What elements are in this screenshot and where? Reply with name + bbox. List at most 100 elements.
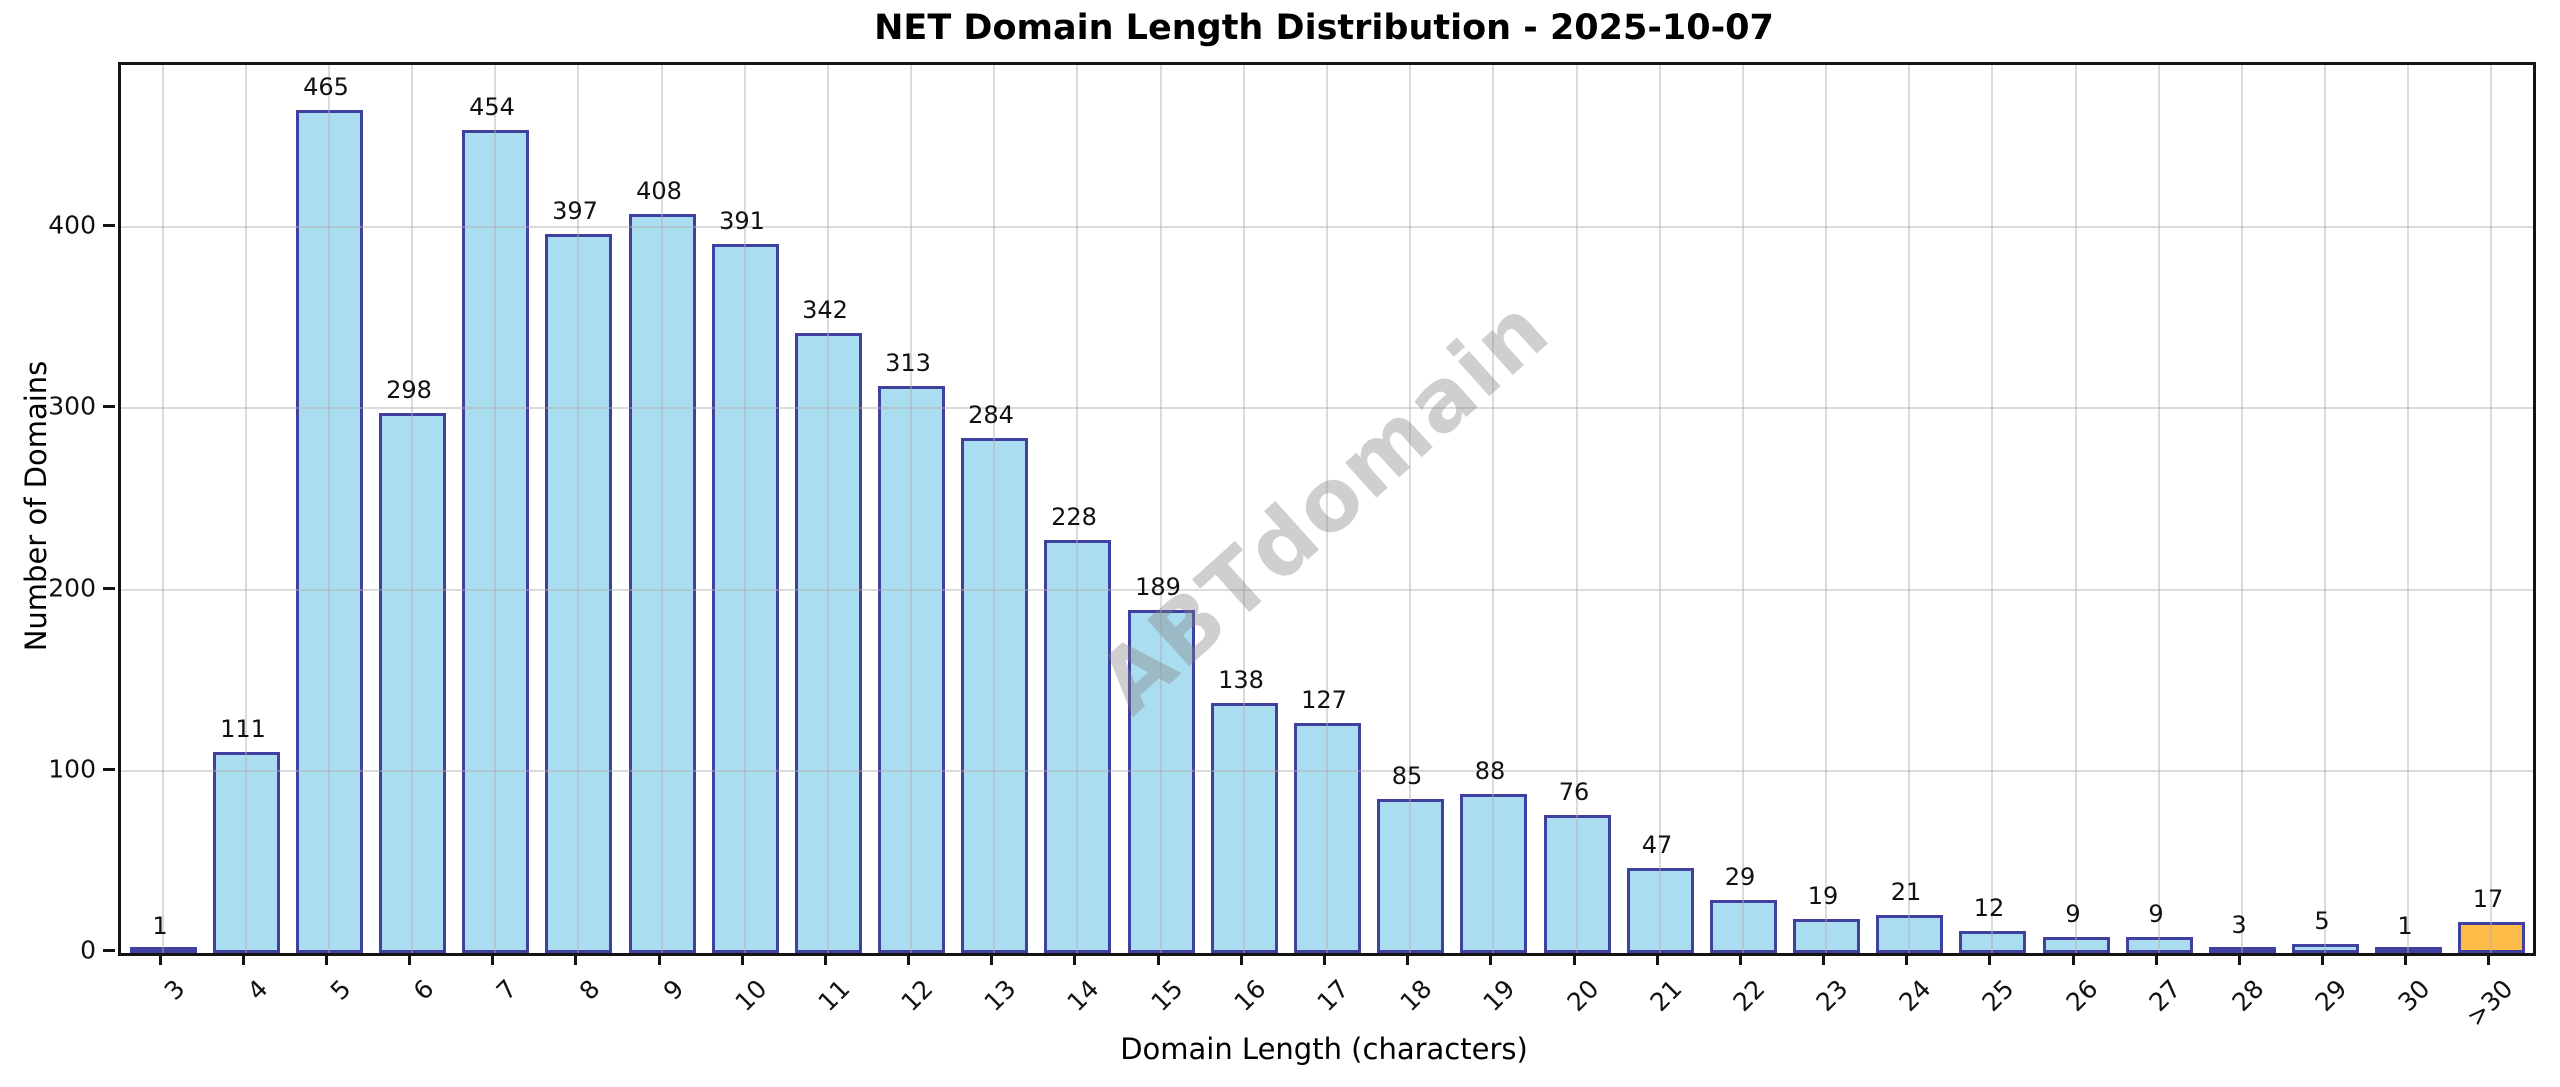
x-tick-label: 3 [158, 974, 191, 1006]
gridline-vertical [993, 65, 995, 953]
x-tick-label: 15 [1145, 974, 1189, 1018]
y-tick-label: 400 [48, 210, 96, 240]
gridline-vertical [1742, 65, 1744, 953]
x-tick-mark [907, 953, 910, 965]
x-tick-label: 5 [324, 974, 357, 1006]
gridline-vertical [1243, 65, 1245, 953]
x-tick-mark [1406, 953, 1409, 965]
x-tick-label: 18 [1394, 974, 1438, 1018]
gridline-vertical [1991, 65, 1993, 953]
gridline-vertical [245, 65, 247, 953]
bar-14 [1043, 540, 1111, 953]
bar-value-label: 397 [552, 197, 598, 225]
x-tick-mark [574, 953, 577, 965]
gridline-horizontal [121, 407, 2533, 409]
bar-value-label: 9 [2065, 900, 2081, 928]
x-tick-label: 6 [407, 974, 440, 1006]
x-tick-mark [1905, 953, 1908, 965]
bar-12 [877, 386, 945, 953]
bar-18 [1376, 799, 1444, 953]
x-tick-label: 11 [812, 974, 856, 1018]
gridline-vertical [1908, 65, 1910, 953]
gridline-vertical [411, 65, 413, 953]
x-tick-mark [2487, 953, 2490, 965]
bar-3 [129, 947, 197, 953]
bar-28 [2208, 947, 2276, 953]
gridline-vertical [2241, 65, 2243, 953]
x-tick-mark [1822, 953, 1825, 965]
x-tick-label: 24 [1893, 974, 1937, 1018]
bar-value-label: 17 [2472, 885, 2504, 913]
y-tick-mark [103, 587, 115, 590]
plot-area [118, 62, 2536, 956]
x-tick-label: 16 [1228, 974, 1272, 1018]
x-tick-mark [1157, 953, 1160, 965]
gridline-vertical [2075, 65, 2077, 953]
bar-23 [1792, 919, 1860, 953]
x-tick-mark [1073, 953, 1076, 965]
gridline-vertical [2407, 65, 2409, 953]
x-tick-mark [824, 953, 827, 965]
x-tick-mark [159, 953, 162, 965]
gridline-horizontal [121, 770, 2533, 772]
bar-21 [1626, 868, 1694, 953]
y-tick-label: 100 [48, 754, 96, 784]
x-tick-mark [408, 953, 411, 965]
x-tick-label: 17 [1311, 974, 1355, 1018]
bar-30 [2374, 947, 2442, 953]
x-tick-label: 4 [241, 974, 274, 1006]
x-tick-label: 20 [1561, 974, 1605, 1018]
bar-value-label: 189 [1135, 573, 1181, 601]
gridline-vertical [1492, 65, 1494, 953]
bar-value-label: 12 [1973, 894, 2005, 922]
x-tick-label: 25 [1976, 974, 2020, 1018]
x-tick-label: 10 [729, 974, 773, 1018]
gridline-vertical [1659, 65, 1661, 953]
gridline-vertical [1326, 65, 1328, 953]
gridline-vertical [577, 65, 579, 953]
gridline-vertical [1825, 65, 1827, 953]
gridline-vertical [1576, 65, 1578, 953]
y-tick-label: 300 [48, 391, 96, 421]
bar-value-label: 391 [719, 207, 765, 235]
bar-value-label: 111 [220, 715, 266, 743]
x-tick-mark [2155, 953, 2158, 965]
bar-value-label: 342 [802, 296, 848, 324]
bar-26 [2042, 937, 2110, 953]
x-tick-mark [1573, 953, 1576, 965]
bar-value-label: 76 [1558, 778, 1590, 806]
x-tick-label: 30 [2392, 974, 2436, 1018]
bar-value-label: 284 [968, 401, 1014, 429]
bar-24 [1875, 915, 1943, 953]
bar-value-label: 3 [2231, 911, 2247, 939]
x-tick-mark [242, 953, 245, 965]
gridline-vertical [2158, 65, 2160, 953]
bar-7 [461, 130, 529, 953]
bar-4 [212, 752, 280, 953]
x-tick-mark [1988, 953, 1991, 965]
bar-16 [1210, 703, 1278, 953]
x-tick-mark [1240, 953, 1243, 965]
bar-19 [1459, 794, 1527, 953]
y-tick-label: 200 [48, 573, 96, 603]
bar-10 [711, 244, 779, 953]
bar-13 [960, 438, 1028, 953]
bar-15 [1127, 610, 1195, 953]
bar-22 [1709, 900, 1777, 953]
x-tick-mark [1656, 953, 1659, 965]
x-tick-label: 23 [1810, 974, 1854, 1018]
bar-value-label: 1 [2397, 912, 2413, 940]
gridline-horizontal [121, 589, 2533, 591]
bar-value-label: 127 [1301, 686, 1347, 714]
bar-value-label: 5 [2314, 907, 2330, 935]
y-tick-mark [103, 768, 115, 771]
x-tick-label: 19 [1477, 974, 1521, 1018]
y-tick-mark [103, 224, 115, 227]
bar-11 [794, 333, 862, 953]
bar-value-label: 298 [386, 376, 432, 404]
x-tick-mark [990, 953, 993, 965]
x-tick-mark [1489, 953, 1492, 965]
bar-9 [628, 214, 696, 953]
x-tick-mark [2404, 953, 2407, 965]
x-tick-label: 29 [2309, 974, 2353, 1018]
